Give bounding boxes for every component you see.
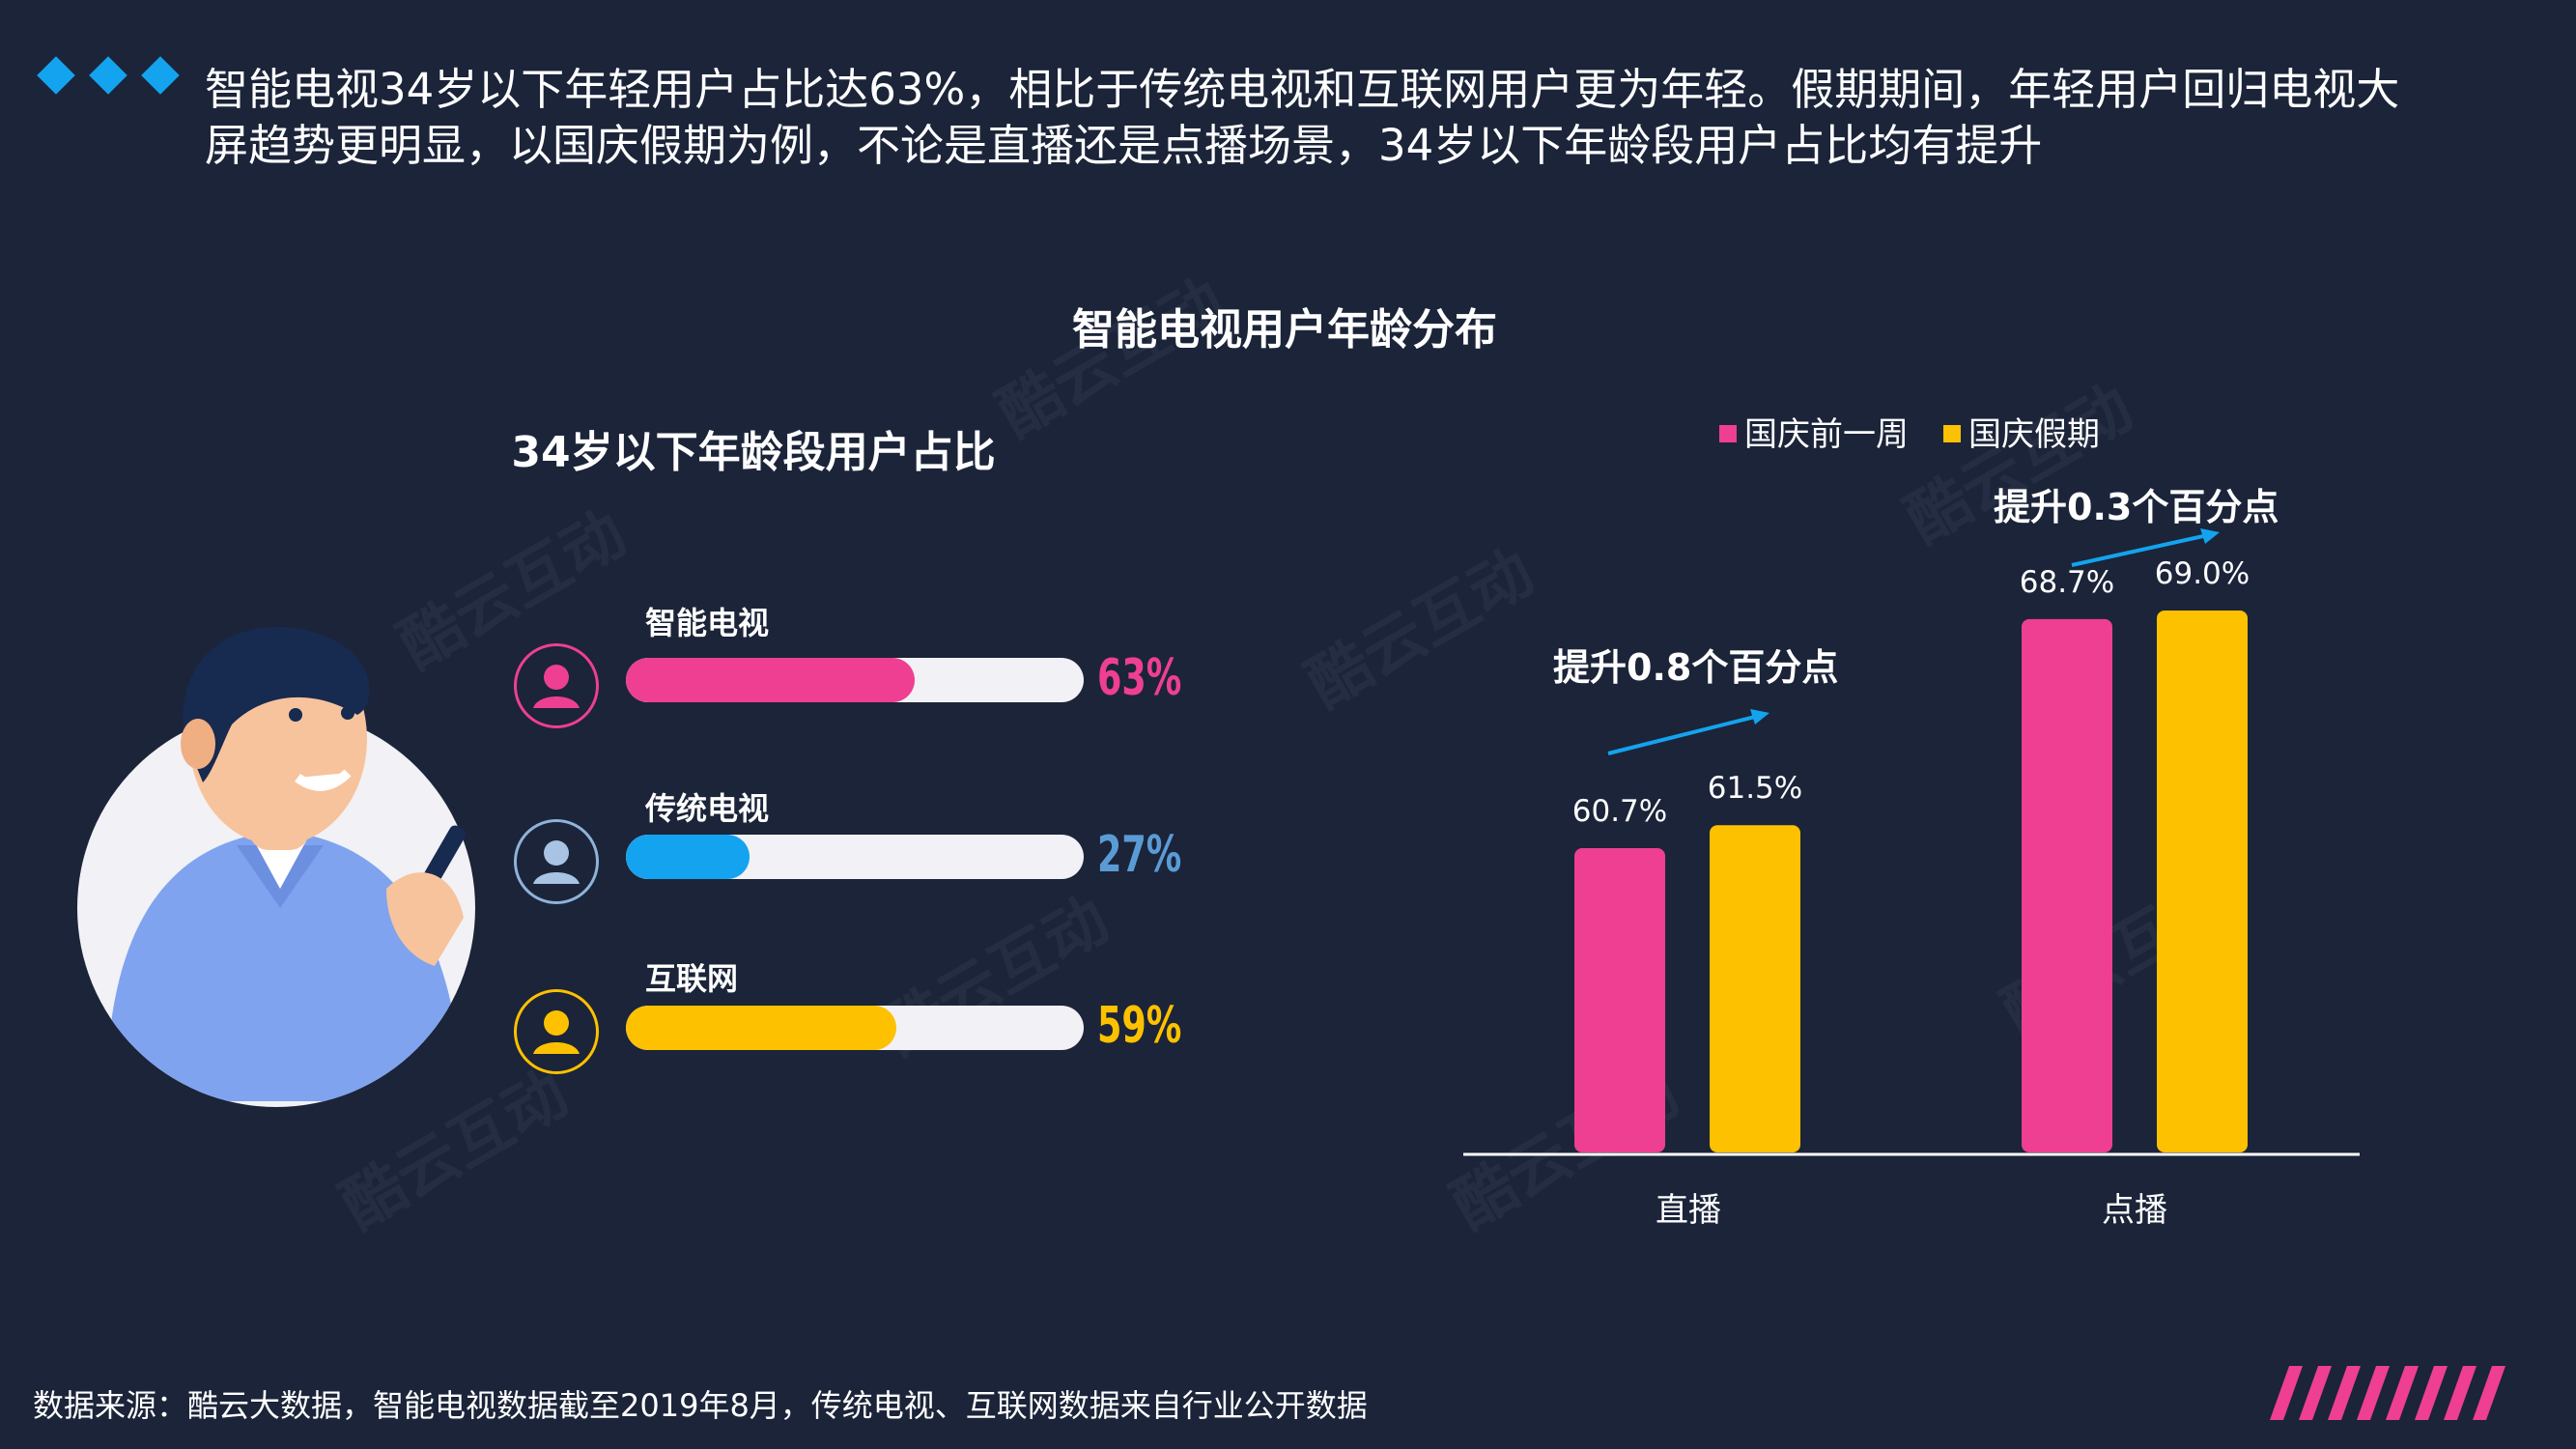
bar-fill-traditional-tv — [626, 835, 750, 879]
legend-swatch-pink — [1719, 424, 1737, 442]
bar-fill-internet — [626, 1006, 896, 1050]
panel-title: 34岁以下年龄段用户占比 — [511, 428, 996, 477]
value-label: 61.5% — [1707, 771, 1803, 807]
bar-vod-series-1 — [2157, 611, 2248, 1152]
legend-item-pre-holiday: 国庆前一周 — [1719, 408, 1909, 455]
bar-live-series-1 — [1710, 825, 1800, 1152]
annotation-live: 提升0.8个百分点 — [1553, 646, 1839, 689]
annotation-vod: 提升0.3个百分点 — [1994, 486, 2279, 528]
legend-item-holiday: 国庆假期 — [1943, 408, 2100, 455]
category-label-live: 直播 — [1656, 1191, 1721, 1230]
bar-track-traditional-tv — [626, 835, 1084, 879]
bar-track-internet — [626, 1006, 1084, 1050]
legend-label-holiday: 国庆假期 — [1968, 415, 2100, 454]
bar-track-smart-tv — [626, 658, 1084, 702]
value-label: 68.7% — [2019, 564, 2115, 600]
person-illustration — [77, 626, 475, 1107]
headline: 智能电视34岁以下年轻用户占比达63%，相比于传统电视和互联网用户更为年轻。假期… — [205, 64, 2400, 171]
chart-title: 智能电视用户年龄分布 — [1072, 305, 1497, 355]
data-source-footer: 数据来源：酷云大数据，智能电视数据截至2019年8月，传统电视、互联网数据来自行… — [33, 1387, 1368, 1424]
annotation-arrowhead-vod — [2200, 528, 2220, 544]
internet-user-icon — [514, 989, 599, 1074]
traditional-tv-user-icon — [514, 819, 599, 904]
bar-label-internet: 互联网 — [645, 960, 739, 997]
bar-vod-series-0 — [2022, 618, 2112, 1152]
value-label: 69.0% — [2154, 556, 2250, 591]
pct-internet: 59% — [1097, 997, 1182, 1055]
bar-label-traditional-tv: 传统电视 — [645, 790, 770, 827]
bar-live-series-0 — [1574, 848, 1665, 1152]
category-label-vod: 点播 — [2102, 1191, 2167, 1230]
legend-swatch-yellow — [1943, 424, 1961, 442]
annotation-arrow-live — [1607, 713, 1764, 755]
value-label: 60.7% — [1571, 794, 1668, 829]
annotation-arrowhead-live — [1750, 709, 1769, 724]
annotation-arrow-vod — [2071, 532, 2213, 567]
bar-label-smart-tv: 智能电视 — [645, 605, 770, 641]
bar-fill-smart-tv — [626, 658, 915, 702]
stripe-decoration — [2270, 1366, 2505, 1420]
smart-tv-user-icon — [514, 643, 599, 728]
pct-traditional-tv: 27% — [1097, 826, 1182, 884]
legend-label-pre-holiday: 国庆前一周 — [1744, 415, 1909, 454]
pct-smart-tv: 63% — [1097, 649, 1182, 707]
